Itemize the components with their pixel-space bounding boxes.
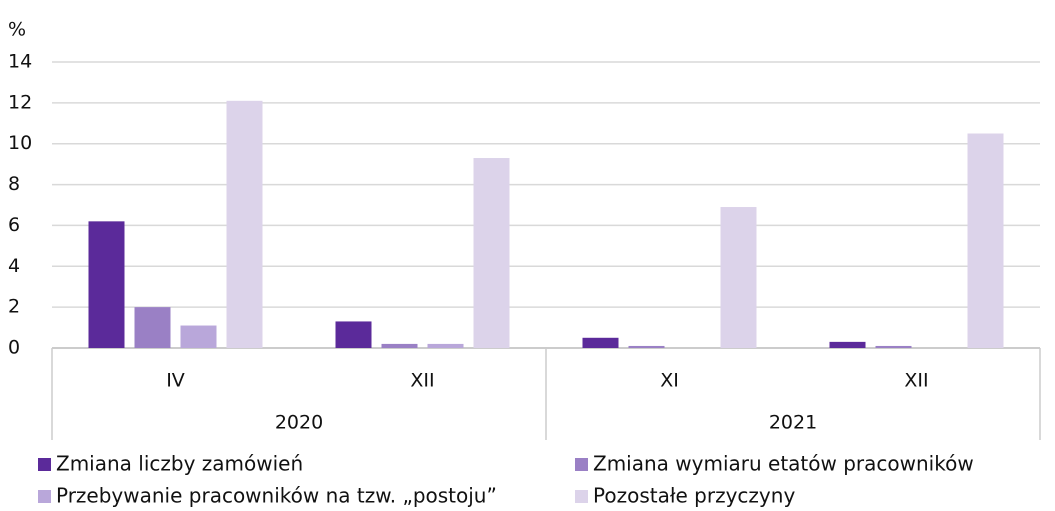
bar	[829, 341, 866, 348]
y-tick-label: 12	[8, 91, 32, 113]
legend-swatch	[38, 458, 51, 471]
y-tick-label: 8	[8, 173, 20, 195]
x-tick-label: XI	[660, 370, 679, 392]
bar	[88, 221, 125, 348]
y-unit: %	[8, 19, 26, 41]
legend-swatch	[38, 490, 51, 503]
y-tick-label: 6	[8, 214, 20, 236]
x-tick-label: IV	[166, 370, 185, 392]
bar	[473, 158, 510, 348]
group-label: 2020	[275, 412, 323, 434]
legend-swatch	[575, 490, 588, 503]
bar	[134, 307, 171, 348]
legend: Zmiana liczby zamówień Zmiana wymiaru eta…	[38, 452, 974, 508]
bar	[335, 321, 372, 348]
bar	[628, 345, 665, 348]
y-tick-label: 0	[8, 337, 20, 359]
bar	[582, 337, 619, 348]
bar	[875, 345, 912, 348]
legend-label: Pozostałe przyczyny	[593, 484, 795, 508]
legend-label: Zmiana wymiaru etatów pracowników	[593, 452, 974, 476]
legend-swatch	[575, 458, 588, 471]
y-tick-label: 2	[8, 296, 20, 318]
y-tick-label: 4	[8, 255, 20, 277]
legend-label: Zmiana liczby zamówień	[56, 452, 303, 476]
bar	[720, 207, 757, 348]
legend-label: Przebywanie pracowników na tzw. „postoju…	[56, 484, 497, 508]
bar	[381, 343, 418, 348]
y-tick-label: 14	[8, 51, 32, 73]
bar	[427, 343, 464, 348]
x-tick-label: XII	[904, 370, 928, 392]
bar	[226, 100, 263, 348]
x-tick-label: XII	[410, 370, 434, 392]
bar	[967, 133, 1004, 348]
group-label: 2021	[769, 412, 817, 434]
bar	[180, 325, 217, 348]
y-tick-label: 10	[8, 132, 32, 154]
